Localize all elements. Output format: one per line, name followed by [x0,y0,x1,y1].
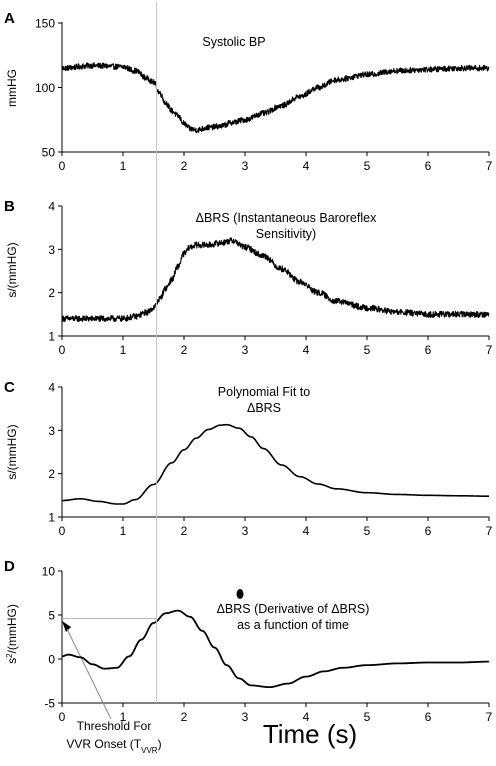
panel-d-yticks: -5 0 5 10 [42,565,62,711]
x-tick-label: 4 [303,710,310,724]
x-axis-label: Time (s) [263,719,357,749]
threshold-arrowhead [62,621,71,632]
panel-letter-a: A [4,10,15,27]
panel-c-xticks: 0 1 2 3 4 5 6 7 [59,517,493,538]
x-tick-label: 0 [59,159,66,173]
panel-a-xticks: 0 1 2 3 4 5 6 7 [59,152,493,173]
x-tick-label: 6 [425,159,432,173]
x-tick-label: 4 [303,343,310,357]
panel-a-title: Systolic BP [202,35,265,49]
threshold-label-line-2: VVR Onset (TVVR) [66,737,161,755]
x-tick-label: 2 [181,710,188,724]
panel-d-series-line [61,609,489,689]
x-tick-label: 2 [181,159,188,173]
y-tick-label: 2 [48,286,55,300]
panel-c-title-line-1: Polynomial Fit to [218,385,310,399]
panel-a-series-line [61,62,490,134]
y-tick-label: 4 [48,200,55,214]
panel-c-title-line-2: ΔBRS [247,401,281,415]
panel-d-title-line-1: ΔBRS (Derivative of ΔBRS) [217,602,370,616]
panel-c: C Polynomial Fit to ΔBRS s/(mmHG) 1 2 3 4 0… [4,379,493,538]
x-tick-label: 1 [120,710,127,724]
x-tick-label: 5 [364,710,371,724]
panel-a-yticks: 50 100 150 [35,17,62,160]
y-tick-label: 50 [42,146,56,160]
panel-d-xticks: 0 1 2 3 4 5 6 7 [59,703,493,724]
x-tick-label: 1 [120,343,127,357]
x-tick-label: 3 [242,159,249,173]
y-tick-label: 1 [48,511,55,525]
y-tick-label: 3 [48,243,55,257]
threshold-label-line-1: Threshold For [77,719,152,733]
threshold-leader-line [66,628,112,720]
y-tick-label: 1 [48,330,55,344]
x-tick-label: 2 [181,524,188,538]
x-tick-label: 5 [364,343,371,357]
y-tick-label: -5 [44,697,55,711]
x-tick-label: 1 [120,159,127,173]
panel-d-ylabel-sup: 2 [5,653,14,658]
x-tick-label: 4 [303,524,310,538]
threshold-label-sub: VVR [141,746,158,755]
y-tick-label: 3 [48,424,55,438]
derivative-dot-marker [236,589,244,599]
x-tick-label: 6 [425,710,432,724]
y-tick-label: 5 [48,609,55,623]
panel-b-yticks: 1 2 3 4 [48,200,62,344]
panel-d-ylabel: s2/(mmHG) [5,604,20,664]
x-tick-label: 7 [486,710,493,724]
panel-a-ylabel: mmHG [5,69,19,107]
x-tick-label: 3 [242,524,249,538]
threshold-label-suffix: ) [158,737,162,751]
y-tick-label: 2 [48,467,55,481]
x-tick-label: 1 [120,524,127,538]
panel-b-series-line [61,237,490,323]
panel-a: A Systolic BP mmHG 50 100 150 0 1 2 3 4 5 6 7 [4,10,493,173]
x-tick-label: 5 [364,524,371,538]
x-tick-label: 2 [181,343,188,357]
panel-d: D ΔBRS (Derivative of ΔBRS) as a functio… [4,558,493,724]
x-tick-label: 4 [303,159,310,173]
x-tick-label: 0 [59,524,66,538]
y-tick-label: 10 [42,565,56,579]
panel-b-title-line-2: Sensitivity) [256,227,316,241]
panel-d-title-line-2: as a function of time [237,618,349,632]
panel-c-yticks: 1 2 3 4 [48,381,62,525]
y-tick-label: 150 [35,17,55,31]
panel-b: B ΔBRS (Instantaneous Baroreflex Sensiti… [4,198,493,357]
x-tick-label: 3 [242,710,249,724]
panel-d-ylabel-rest: /(mmHG) [5,604,19,653]
threshold-label-prefix: VVR Onset (T [66,737,141,751]
x-tick-label: 6 [425,343,432,357]
panel-c-ylabel: s/(mmHG) [5,424,19,479]
x-tick-label: 5 [364,159,371,173]
panel-b-title-line-1: ΔBRS (Instantaneous Baroreflex [196,211,377,225]
y-tick-label: 100 [35,81,55,95]
x-tick-label: 3 [242,343,249,357]
panel-c-series-line [61,423,489,505]
panel-b-xticks: 0 1 2 3 4 5 6 7 [59,336,493,357]
panel-letter-c: C [4,379,15,396]
x-tick-label: 6 [425,524,432,538]
y-tick-label: 4 [48,381,55,395]
x-tick-label: 0 [59,343,66,357]
panel-d-ylabel-base: s [5,658,19,664]
panel-letter-b: B [4,198,15,215]
x-tick-label: 7 [486,524,493,538]
panel-letter-d: D [4,558,15,575]
x-tick-label: 0 [59,710,66,724]
panel-b-ylabel: s/(mmHG) [5,242,19,297]
x-tick-label: 7 [486,343,493,357]
y-tick-label: 0 [48,653,55,667]
x-tick-label: 7 [486,159,493,173]
